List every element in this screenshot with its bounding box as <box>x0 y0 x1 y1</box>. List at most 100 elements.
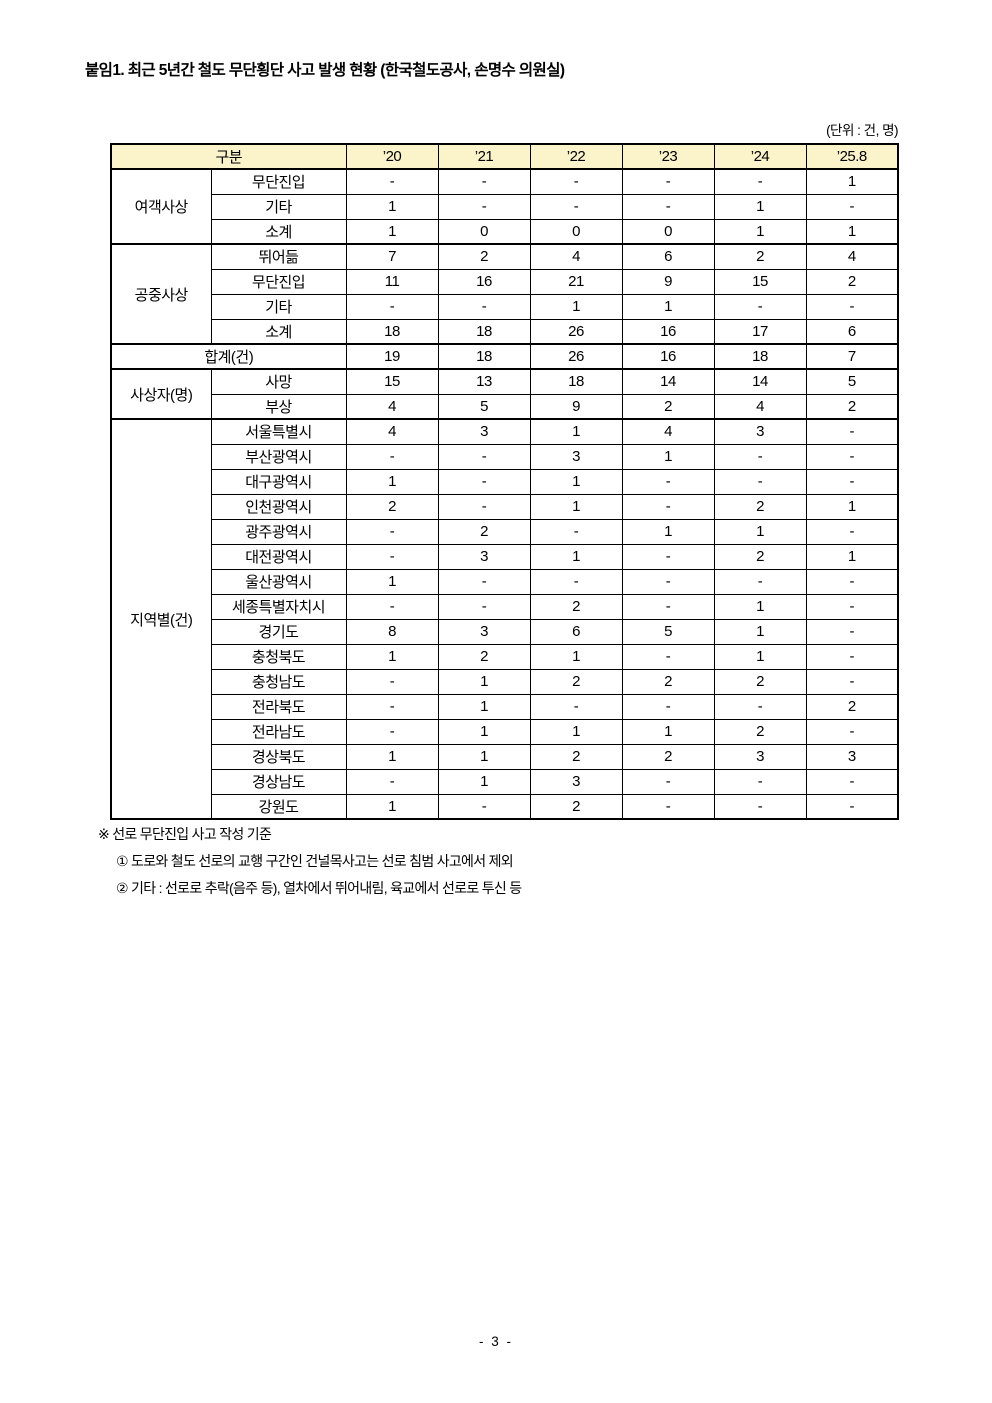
table-cell: 15 <box>345 368 439 395</box>
table-cell: 1 <box>713 218 807 245</box>
table-cell: 1 <box>437 693 531 720</box>
row-label: 소계 <box>210 318 347 345</box>
table-cell: - <box>805 643 899 670</box>
table-cell: 17 <box>713 318 807 345</box>
table-cell: 1 <box>345 468 439 495</box>
table-row: 여객사상 무단진입 - - - - -1 <box>110 168 899 245</box>
table-cell: - <box>805 718 899 745</box>
total-label: 합계(건) <box>110 343 347 370</box>
row-label: 무단진입 <box>210 168 347 195</box>
table-cell: 4 <box>621 418 715 445</box>
table-cell: 7 <box>345 243 439 270</box>
row-label: 경기도 <box>210 618 347 645</box>
table-cell: 16 <box>437 268 531 295</box>
table-cell: 2 <box>621 743 715 770</box>
table-cell: 1 <box>805 493 899 520</box>
table-cell: 2 <box>529 793 623 820</box>
table-cell: - <box>805 668 899 695</box>
table-row: 부산광역시 - -3 1- - <box>111 443 899 470</box>
accident-stats-table: 구분 ’20 ’21 ’22 ’23 ’24 ’25.8 여객사상 무단진입 - - -… <box>110 143 900 820</box>
row-label: 기타 <box>210 193 347 220</box>
row-label: 세종특별자치시 <box>210 593 347 620</box>
row-label: 무단진입 <box>210 268 347 295</box>
row-label: 전라북도 <box>210 693 347 720</box>
table-body: 여객사상 무단진입 - - - - -1 기타 1- - -1- 소계 1 0 0 0 1 1 공중사상 뛰어듦 7 2 4… <box>110 168 899 820</box>
table-cell: 2 <box>805 393 899 420</box>
table-cell: 1 <box>437 743 531 770</box>
table-cell: 0 <box>437 218 531 245</box>
table-cell: 18 <box>345 318 439 345</box>
table-cell: 1 <box>529 493 623 520</box>
row-label: 인천광역시 <box>210 493 347 520</box>
table-row: 강원도 1-2- - - <box>111 793 899 820</box>
table-cell: 4 <box>345 418 439 445</box>
table-cell: 18 <box>437 343 531 370</box>
table-cell: 2 <box>621 393 715 420</box>
table-cell: - <box>805 618 899 645</box>
row-label: 전라남도 <box>210 718 347 745</box>
table-cell: - <box>621 543 715 570</box>
table-cell: - <box>437 468 531 495</box>
group-label: 공중사상 <box>110 243 212 345</box>
table-cell: 4 <box>713 393 807 420</box>
table-header-row: 구분 ’20 ’21 ’22 ’23 ’24 ’25.8 <box>110 143 899 170</box>
table-cell: 1 <box>437 668 531 695</box>
table-cell: 2 <box>529 743 623 770</box>
table-cell: 5 <box>621 618 715 645</box>
table-cell: - <box>621 168 715 195</box>
table-cell: 3 <box>437 543 531 570</box>
table-cell: 1 <box>621 518 715 545</box>
table-cell: - <box>713 293 807 320</box>
table-row: 공중사상 뛰어듦 7 2 4 6 2 4 <box>110 243 899 345</box>
table-cell: 7 <box>805 343 899 370</box>
table-cell: - <box>345 718 439 745</box>
table-cell: 1 <box>713 518 807 545</box>
table-cell: - <box>437 193 531 220</box>
table-cell: - <box>529 168 623 195</box>
table-cell: - <box>713 693 807 720</box>
table-cell: - <box>621 593 715 620</box>
table-cell: - <box>437 568 531 595</box>
table-cell: - <box>437 593 531 620</box>
table-row: 광주광역시 -2-1 1- <box>111 518 899 545</box>
table-cell: 6 <box>621 243 715 270</box>
row-label: 뛰어듦 <box>210 243 347 270</box>
table-cell: 1 <box>621 443 715 470</box>
table-cell: 18 <box>529 368 623 395</box>
row-label: 강원도 <box>210 793 347 820</box>
table-cell: 2 <box>805 268 899 295</box>
table-cell: 1 <box>805 168 899 195</box>
table-row: 부상 4 5 9 2 4 2 <box>111 393 899 420</box>
table-cell: 1 <box>713 643 807 670</box>
row-label: 충청남도 <box>210 668 347 695</box>
footnotes: ※ 선로 무단진입 사고 작성 기준 ① 도로와 철도 선로의 교행 구간인 건… <box>98 821 522 902</box>
table-cell: 6 <box>805 318 899 345</box>
table-cell: 1 <box>529 543 623 570</box>
table-cell: - <box>805 468 899 495</box>
table-cell: - <box>345 768 439 795</box>
table-cell: - <box>437 443 531 470</box>
table-cell: - <box>621 568 715 595</box>
table-cell: 2 <box>437 643 531 670</box>
row-label: 기타 <box>210 293 347 320</box>
table-cell: 18 <box>713 343 807 370</box>
row-label: 사망 <box>210 368 347 395</box>
table-cell: 1 <box>713 193 807 220</box>
table-cell: - <box>805 568 899 595</box>
table-row: 지역별(건) 서울특별시 4 3 1 4 3- <box>110 418 899 820</box>
table-cell: - <box>713 768 807 795</box>
table-cell: 1 <box>437 768 531 795</box>
table-cell: 5 <box>805 368 899 395</box>
table-cell: 1 <box>529 718 623 745</box>
table-cell: 1 <box>805 218 899 245</box>
table-cell: 2 <box>713 543 807 570</box>
header-year-24: ’24 <box>713 143 807 170</box>
group-label: 여객사상 <box>110 168 212 245</box>
page-title: 붙임1. 최근 5년간 철도 무단횡단 사고 발생 현황 (한국철도공사, 손명… <box>85 62 565 79</box>
table-cell: 1 <box>621 718 715 745</box>
table-cell: - <box>805 793 899 820</box>
table-cell: 19 <box>345 343 439 370</box>
table-row: 소계 1 0 0 0 1 1 <box>111 218 899 245</box>
table-row: 충청북도 1 2 1-1- <box>111 643 899 670</box>
table-cell: 16 <box>621 343 715 370</box>
